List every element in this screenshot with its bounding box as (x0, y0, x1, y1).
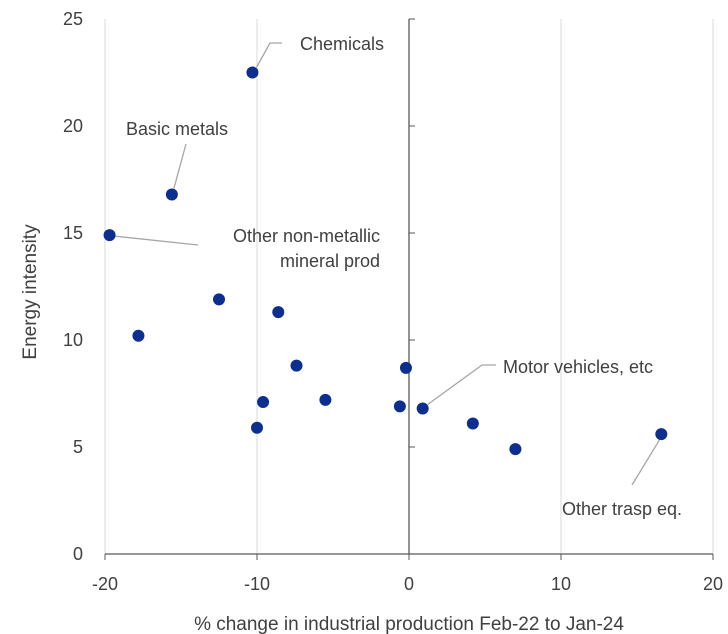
data-point (103, 229, 116, 242)
y-tick-label: 25 (63, 9, 83, 29)
annotation-other-trasp-eq: Other trasp eq. (562, 499, 682, 519)
data-point (165, 188, 178, 201)
y-tick-label: 10 (63, 330, 83, 350)
annotation-mineral-prod: mineral prod (280, 251, 380, 271)
x-tick-label: -10 (244, 574, 270, 594)
x-axis-title: % change in industrial production Feb-22… (194, 614, 624, 634)
data-point (509, 443, 522, 456)
tick-labels: 0 5 10 15 20 25 -20 -10 0 10 20 (63, 9, 723, 594)
annotation-other-non-metallic: Other non-metallic (233, 226, 380, 246)
annotations: Chemicals Basic metals Other non-metalli… (126, 34, 682, 519)
data-point (655, 428, 668, 441)
annotation-chemicals: Chemicals (300, 34, 384, 54)
y-tick-label: 5 (73, 437, 83, 457)
data-point (257, 396, 270, 409)
data-point (290, 359, 303, 372)
data-point (213, 293, 225, 306)
data-point (416, 402, 429, 415)
x-tick-label: 0 (404, 574, 414, 594)
data-point (399, 361, 412, 374)
x-tick-label: 20 (703, 574, 723, 594)
annotation-leaders (114, 42, 660, 486)
y-tick-label: 15 (63, 223, 83, 243)
y-axis-title: Energy intensity (20, 224, 41, 360)
data-point (393, 400, 406, 413)
data-point (246, 66, 259, 79)
leader-line (114, 235, 199, 246)
annotation-basic-metals: Basic metals (126, 119, 228, 139)
annotation-motor-vehicles: Motor vehicles, etc (503, 357, 653, 377)
data-point (272, 306, 285, 319)
data-point (319, 393, 332, 406)
axes (104, 18, 714, 560)
y-tick-label: 20 (63, 116, 83, 136)
data-point (251, 421, 263, 434)
data-point (466, 417, 479, 430)
y-tick-label: 0 (73, 544, 83, 564)
leader-line (255, 42, 282, 68)
leader-line (427, 364, 496, 406)
leader-line (173, 143, 187, 189)
data-point (132, 329, 145, 342)
x-tick-label: 10 (551, 574, 571, 594)
leader-line (631, 439, 660, 486)
x-tick-label: -20 (92, 574, 118, 594)
gridlines (104, 19, 714, 554)
data-points (103, 66, 668, 456)
